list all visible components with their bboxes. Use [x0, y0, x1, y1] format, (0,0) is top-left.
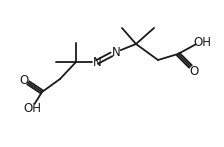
Text: N: N	[112, 46, 120, 59]
Text: OH: OH	[193, 35, 211, 49]
Text: N: N	[93, 56, 101, 69]
Text: O: O	[19, 74, 29, 86]
Text: OH: OH	[23, 102, 41, 116]
Text: O: O	[189, 65, 199, 77]
